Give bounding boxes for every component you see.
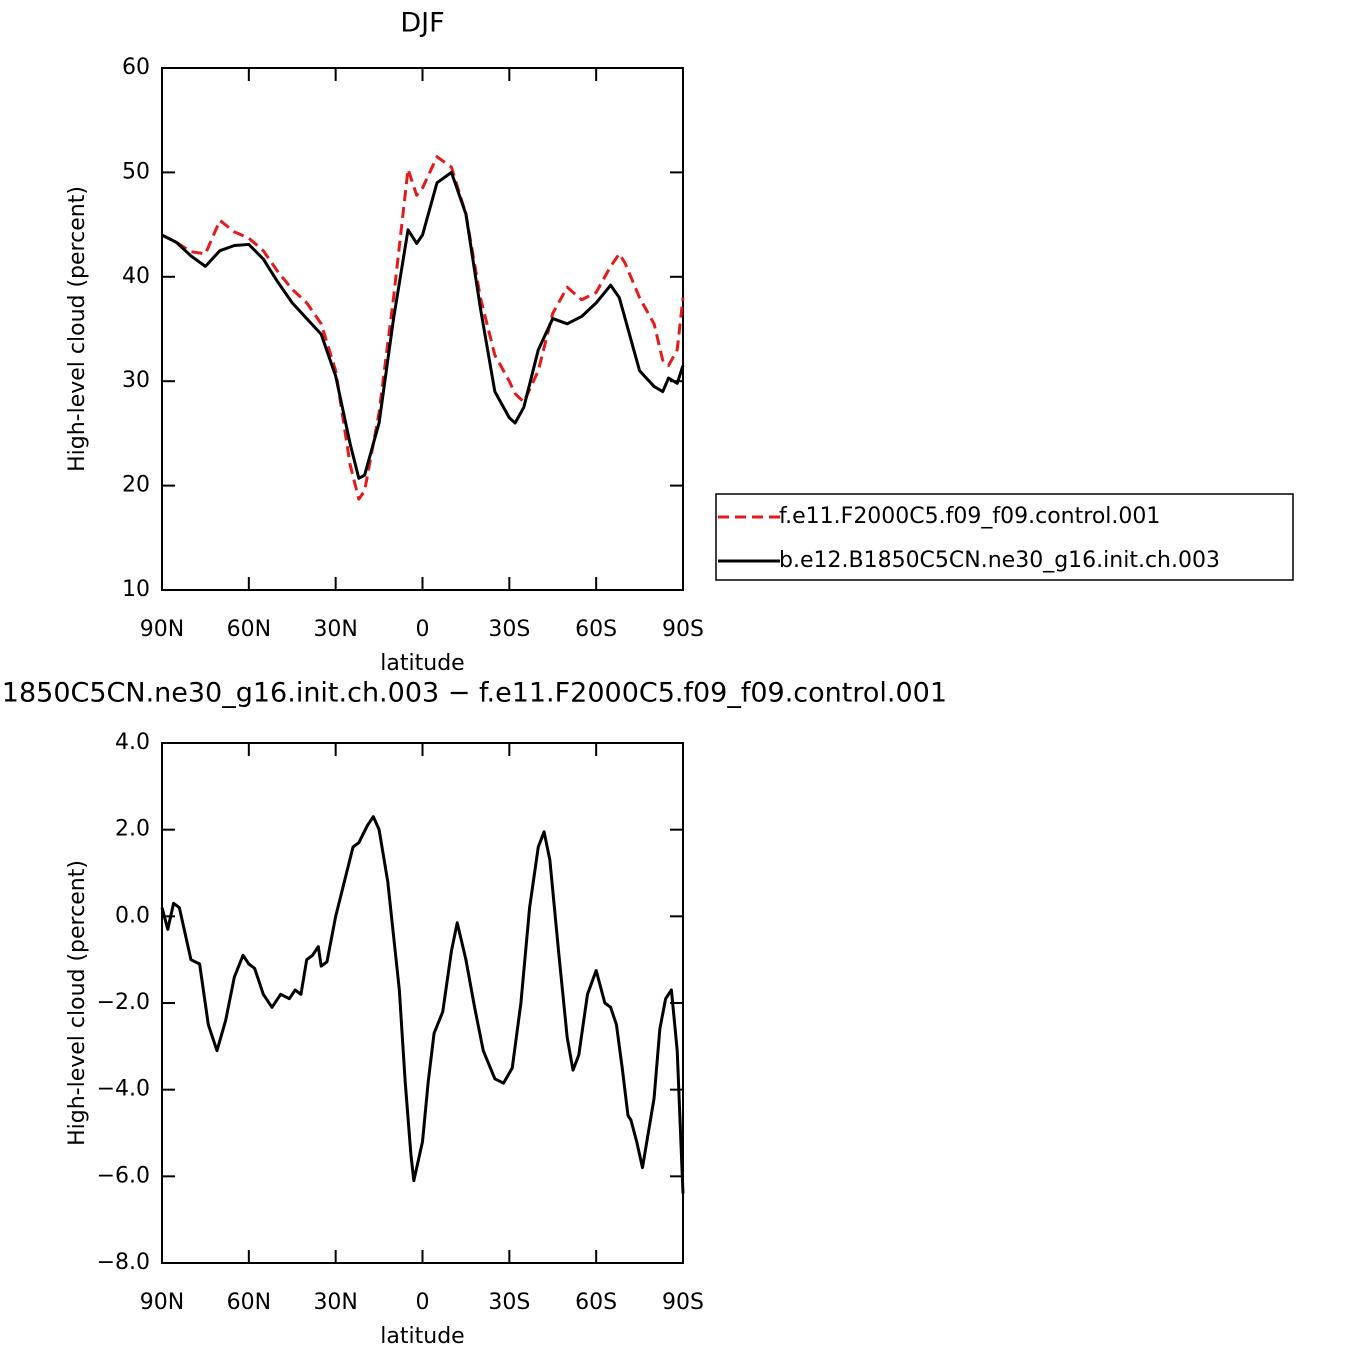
y-tick-label: −2.0 [97, 990, 150, 1015]
y-tick-label: −4.0 [97, 1077, 150, 1102]
x-tick-label: 30N [313, 617, 357, 642]
y-tick-label: 30 [122, 368, 150, 393]
x-tick-label: 0 [416, 1290, 430, 1315]
y-tick-label: −6.0 [97, 1163, 150, 1188]
y-axis-label: High-level cloud (percent) [65, 186, 90, 472]
y-tick-label: 2.0 [115, 817, 150, 842]
x-tick-label: 60S [575, 1290, 617, 1315]
chart-title: b.e12.B1850C5CN.ne30_g16.init.ch.003 − f… [0, 678, 947, 709]
x-axis-label: latitude [380, 651, 464, 676]
x-tick-label: 30S [488, 1290, 530, 1315]
x-tick-label: 90N [140, 617, 184, 642]
x-tick-label: 30N [313, 1290, 357, 1315]
legend-label: b.e12.B1850C5CN.ne30_g16.init.ch.003 [779, 548, 1220, 573]
x-tick-label: 60N [227, 617, 271, 642]
x-tick-label: 60N [227, 1290, 271, 1315]
data-line [161, 170, 685, 480]
y-tick-label: −8.0 [97, 1250, 150, 1275]
x-tick-label: 60S [575, 617, 617, 642]
x-tick-label: 0 [416, 617, 430, 642]
y-tick-label: 4.0 [115, 730, 150, 755]
legend-box [715, 493, 1294, 581]
legend-label: f.e11.F2000C5.f09_f09.control.001 [779, 504, 1160, 529]
y-tick-label: 10 [122, 577, 150, 602]
x-tick-label: 90S [662, 1290, 704, 1315]
y-tick-label: 40 [122, 264, 150, 289]
plot-frame [161, 67, 684, 591]
plot: b.e12.B1850C5CN.ne30_g16.init.ch.003 − f… [0, 678, 947, 1350]
y-tick-label: 50 [122, 159, 150, 184]
x-axis-label: latitude [380, 1324, 464, 1349]
data-line [160, 815, 685, 1194]
x-tick-label: 30S [488, 617, 530, 642]
x-tick-label: 90S [662, 617, 704, 642]
chart-title: DJF [400, 8, 444, 39]
x-tick-label: 90N [140, 1290, 184, 1315]
data-line [161, 155, 685, 501]
y-tick-label: 60 [122, 55, 150, 80]
plot-frame [161, 742, 684, 1264]
y-tick-label: 20 [122, 473, 150, 498]
plot: DJF 10 20 30 40 50 60 90N 60N 30N 0 30S 60S 90S latitu… [65, 8, 1294, 676]
y-axis-label: High-level cloud (percent) [65, 860, 90, 1146]
y-tick-label: 0.0 [115, 903, 150, 928]
